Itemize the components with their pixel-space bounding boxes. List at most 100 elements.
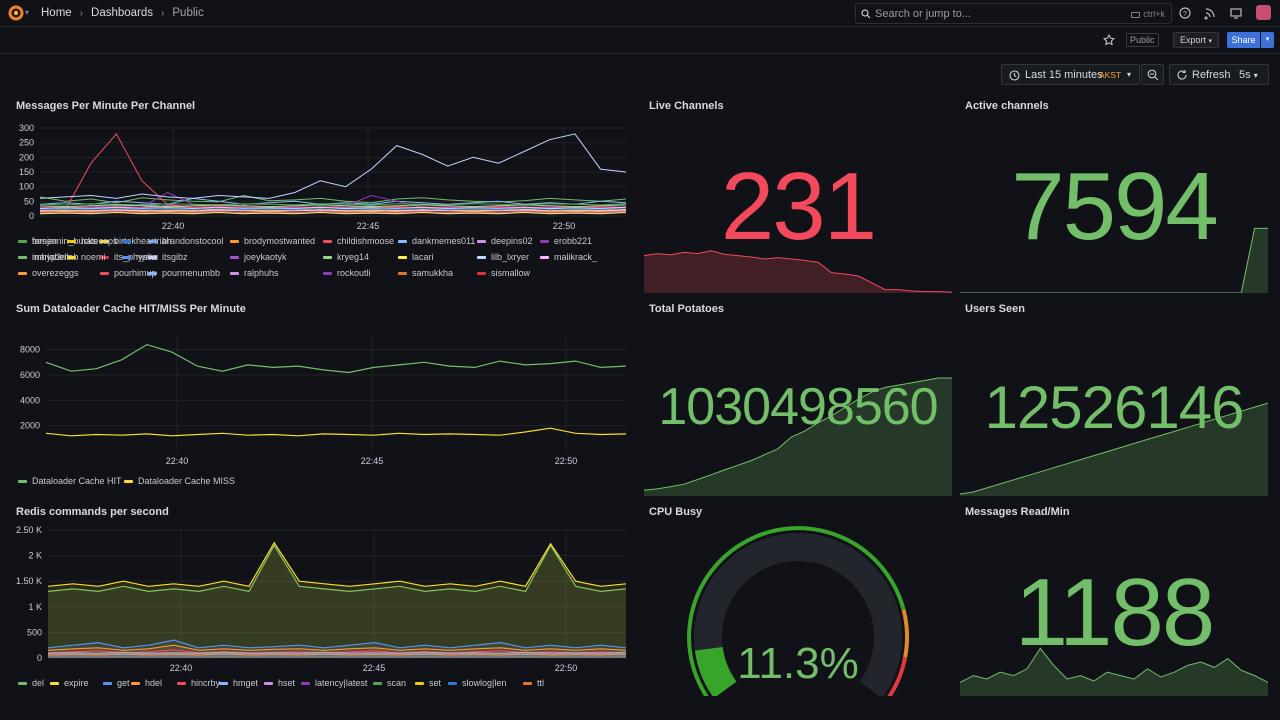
legend-item[interactable]: deepins02 xyxy=(477,236,533,246)
legend-item[interactable]: scan xyxy=(373,678,406,688)
legend-label: imhyp3rrr xyxy=(32,252,71,262)
panel-messages-read[interactable]: Messages Read/Min 1188 xyxy=(960,506,1268,696)
legend-item[interactable]: kryeg14 xyxy=(323,252,369,262)
series-line xyxy=(39,210,627,214)
panel-users-seen[interactable]: Users Seen 12526146 xyxy=(960,303,1268,496)
star-icon[interactable] xyxy=(1103,34,1115,46)
legend-item[interactable]: lacari xyxy=(398,252,434,262)
refresh-button[interactable]: Refresh 5s ▾ xyxy=(1169,64,1269,85)
panel-redis-commands[interactable]: Redis commands per second 0 500 1 K 1.50 K 2… xyxy=(16,506,628,696)
sparkline-area xyxy=(960,648,1268,696)
legend-label: slowlog|len xyxy=(462,678,507,688)
panel-total-potatoes[interactable]: Total Potatoes 1030498560 xyxy=(644,303,952,496)
legend-item[interactable]: samukkha xyxy=(398,268,453,278)
legend-item[interactable]: hdel xyxy=(131,678,162,688)
news-feed-icon[interactable] xyxy=(1203,6,1217,20)
legend-label: sismallow xyxy=(491,268,531,278)
help-icon[interactable]: ? xyxy=(1178,6,1192,20)
refresh-interval-picker[interactable]: 5s ▾ xyxy=(1239,69,1258,81)
y-tick-label: 250 xyxy=(19,138,34,148)
legend-item[interactable]: ttl xyxy=(523,678,544,688)
legend-item[interactable]: noemi xyxy=(67,252,106,262)
legend-swatch xyxy=(477,240,486,244)
chevron-down-icon[interactable]: ▾ xyxy=(25,8,30,17)
legend-item[interactable]: hset xyxy=(264,678,295,688)
legend-item[interactable]: pourmenumbb xyxy=(148,268,220,278)
redis-chart[interactable]: 0 500 1 K 1.50 K 2 K 2.50 K 22:40 22:45 22:50 xyxy=(16,526,628,672)
chevron-down-icon: ▾ xyxy=(1127,70,1132,79)
series-line xyxy=(47,652,627,656)
clock-icon xyxy=(1009,70,1020,81)
legend-item[interactable]: its_physikz xyxy=(100,252,158,262)
legend-item[interactable]: brodymostwanted xyxy=(230,236,315,246)
legend-item[interactable]: childishmoose xyxy=(323,236,394,246)
export-button[interactable]: Export ▾ xyxy=(1173,32,1220,48)
legend-item[interactable]: ralphuhs xyxy=(230,268,279,278)
breadcrumb-home[interactable]: Home xyxy=(41,7,72,19)
legend-item[interactable]: nymn xyxy=(122,252,158,262)
share-dropdown-button[interactable]: ▾ xyxy=(1261,32,1274,48)
legend-item[interactable]: Dataloader Cache MISS xyxy=(124,476,235,486)
legend-swatch xyxy=(230,256,239,260)
legend-item[interactable]: pourhimup xyxy=(100,268,157,278)
legend-item[interactable]: hincrby xyxy=(177,678,220,688)
legend-swatch xyxy=(18,272,27,276)
legend-item[interactable]: del xyxy=(18,678,44,688)
legend-item[interactable]: expire xyxy=(50,678,89,688)
legend-label: forsen xyxy=(32,236,58,246)
legend-item[interactable]: malikrack_ xyxy=(540,252,597,262)
panel-title: Redis commands per second xyxy=(16,506,169,518)
panel-live-channels[interactable]: Live Channels 231 xyxy=(644,100,952,293)
legend-item[interactable]: mariabellab xyxy=(18,252,79,262)
breadcrumb-dashboards[interactable]: Dashboards xyxy=(91,7,154,19)
legend-item[interactable]: set xyxy=(415,678,441,688)
sparkline-line xyxy=(644,377,952,491)
legend-swatch xyxy=(398,256,407,260)
active-channels-value: 7594 xyxy=(1011,153,1219,260)
cache-chart[interactable]: 2000 4000 6000 8000 22:40 22:45 22:50 xyxy=(16,333,628,473)
legend-item[interactable]: slowlog|len xyxy=(448,678,506,688)
zoom-out-button[interactable] xyxy=(1141,64,1164,85)
messages-chart[interactable]: 0 50 100 150 200 250 300 22:40 22:45 22:50 xyxy=(16,124,628,234)
legend-item[interactable]: overezeggs xyxy=(18,268,79,278)
kiosk-mode-icon[interactable] xyxy=(1229,6,1243,20)
legend-item[interactable]: brandonstocool xyxy=(148,236,224,246)
x-tick-label: 22:45 xyxy=(357,221,380,231)
legend-item[interactable]: joeykaotyk xyxy=(230,252,287,262)
legend-item[interactable]: lilb_lxryer xyxy=(477,252,529,262)
legend-item[interactable]: erobb221 xyxy=(540,236,592,246)
legend-swatch xyxy=(18,240,27,244)
legend-item[interactable]: hmget xyxy=(219,678,258,688)
user-avatar[interactable] xyxy=(1256,5,1271,20)
legend-item[interactable]: heartriah xyxy=(122,236,172,246)
share-button[interactable]: Share xyxy=(1227,32,1260,48)
series-line xyxy=(39,206,627,209)
legend-swatch xyxy=(18,480,27,484)
legend-item[interactable]: itsgibz xyxy=(148,252,188,262)
sparkline-line xyxy=(960,402,1268,495)
legend-item[interactable]: forsen xyxy=(18,236,57,246)
panel-dataloader-cache[interactable]: Sum Dataloader Cache HIT/MISS Per Minute… xyxy=(16,303,628,493)
legend-item[interactable]: dankmemes011 xyxy=(398,236,475,246)
legend-item[interactable]: hatecaps xyxy=(67,236,118,246)
legend-swatch xyxy=(103,682,112,686)
search-input[interactable]: Search or jump to... ctrl+k xyxy=(855,3,1172,24)
panel-active-channels[interactable]: Active channels 7594 xyxy=(960,100,1268,293)
legend-item[interactable]: latency|latest xyxy=(301,678,367,688)
grafana-logo-icon[interactable] xyxy=(8,5,24,21)
legend-item[interactable]: get xyxy=(103,678,130,688)
legend-label: latency|latest xyxy=(315,678,368,688)
panel-cpu-busy[interactable]: CPU Busy 11.3% xyxy=(644,506,952,696)
legend-item[interactable]: rockoutli xyxy=(323,268,371,278)
sparkline-area xyxy=(644,378,952,496)
messages-read-value: 1188 xyxy=(1014,559,1215,666)
legend-item[interactable]: Dataloader Cache HIT xyxy=(18,476,122,486)
legend-label: Dataloader Cache HIT xyxy=(32,476,122,486)
panel-messages-per-minute[interactable]: Messages Per Minute Per Channel 0 50 100 15… xyxy=(16,100,628,290)
legend-item[interactable]: sismallow xyxy=(477,268,530,278)
panel-title: Users Seen xyxy=(965,303,1025,315)
series-line xyxy=(47,644,627,651)
legend-swatch xyxy=(100,256,109,260)
search-icon xyxy=(861,9,871,19)
time-range-picker[interactable]: Last 15 minutes AKST ▾ xyxy=(1001,64,1140,85)
